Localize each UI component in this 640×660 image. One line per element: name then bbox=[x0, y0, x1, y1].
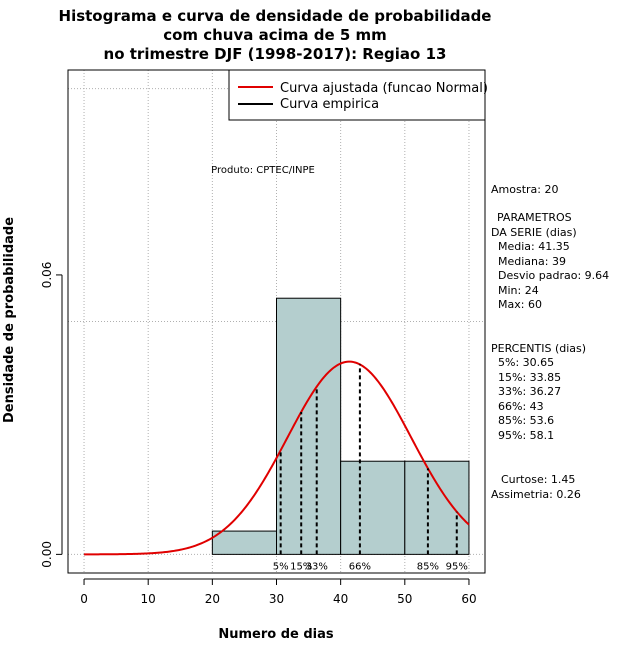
stat-p85: 85%: 53.6 bbox=[498, 414, 554, 427]
stat-median: Mediana: 39 bbox=[498, 255, 566, 268]
stat-sample: Amostra: 20 bbox=[491, 183, 558, 196]
x-axis-label: Numero de dias bbox=[218, 627, 334, 642]
normal-fit-curve bbox=[84, 360, 470, 556]
percentile-label-4: 85% bbox=[417, 561, 439, 572]
stat-p33: 33%: 36.27 bbox=[498, 385, 561, 398]
statistics-panel: Amostra: 20 PARAMETROS DA SERIE (dias) M… bbox=[491, 183, 609, 501]
stat-params-title-1: PARAMETROS bbox=[497, 211, 572, 224]
chart-title-line-1: Histograma e curva de densidade de proba… bbox=[59, 7, 492, 25]
source-annotation: Produto: CPTEC/INPE bbox=[211, 165, 315, 176]
chart-title-line-3: no trimestre DJF (1998-2017): Regiao 13 bbox=[104, 45, 447, 63]
x-tick-label-4: 40 bbox=[333, 592, 348, 606]
legend-label-normal: Curva ajustada (funcao Normal) bbox=[280, 81, 488, 96]
stat-params-title-2: DA SERIE (dias) bbox=[491, 226, 577, 239]
histogram-bar-2 bbox=[340, 460, 406, 555]
plot-area: 5% 15%33% 66% 85% 95% bbox=[68, 70, 485, 573]
percentile-label-3: 66% bbox=[349, 561, 371, 572]
x-tick-label-3: 30 bbox=[269, 592, 284, 606]
axes: 0 10 20 30 40 50 60 0.00 0.06 bbox=[40, 262, 477, 606]
legend: Curva ajustada (funcao Normal) Curva emp… bbox=[228, 69, 488, 121]
chart-title-line-2: com chuva acima de 5 mm bbox=[163, 26, 387, 44]
stat-max: Max: 60 bbox=[498, 298, 542, 311]
stat-stddev: Desvio padrao: 9.64 bbox=[498, 269, 609, 282]
x-tick-label-2: 20 bbox=[205, 592, 220, 606]
percentile-label-5: 95% bbox=[446, 561, 468, 572]
y-axis-label: Densidade de probabilidade bbox=[2, 217, 17, 423]
histogram-bar-3 bbox=[404, 460, 470, 555]
stat-percentiles-title: PERCENTIS (dias) bbox=[491, 342, 586, 355]
stat-p95: 95%: 58.1 bbox=[498, 429, 554, 442]
x-tick-label-0: 0 bbox=[80, 592, 88, 606]
x-tick-label-5: 50 bbox=[397, 592, 412, 606]
stat-p5: 5%: 30.65 bbox=[498, 356, 554, 369]
x-tick-label-6: 60 bbox=[461, 592, 476, 606]
percentile-label-0: 5% bbox=[273, 561, 289, 572]
y-tick-label-1: 0.06 bbox=[40, 262, 54, 289]
stat-p15: 15%: 33.85 bbox=[498, 371, 561, 384]
legend-box bbox=[228, 69, 486, 121]
stat-mean: Media: 41.35 bbox=[498, 240, 570, 253]
stat-skewness: Assimetria: 0.26 bbox=[491, 488, 581, 501]
percentile-label-2: 33% bbox=[306, 561, 328, 572]
legend-label-empirical: Curva empirica bbox=[280, 97, 379, 112]
histogram-bar-0 bbox=[211, 530, 278, 555]
stat-kurtosis: Curtose: 1.45 bbox=[501, 473, 575, 486]
y-tick-label-0: 0.00 bbox=[40, 541, 54, 568]
histogram-bar-1 bbox=[276, 297, 342, 555]
x-tick-label-1: 10 bbox=[141, 592, 156, 606]
stat-p66: 66%: 43 bbox=[498, 400, 544, 413]
stat-min: Min: 24 bbox=[498, 284, 539, 297]
percentile-label-1: 15% bbox=[290, 561, 312, 572]
